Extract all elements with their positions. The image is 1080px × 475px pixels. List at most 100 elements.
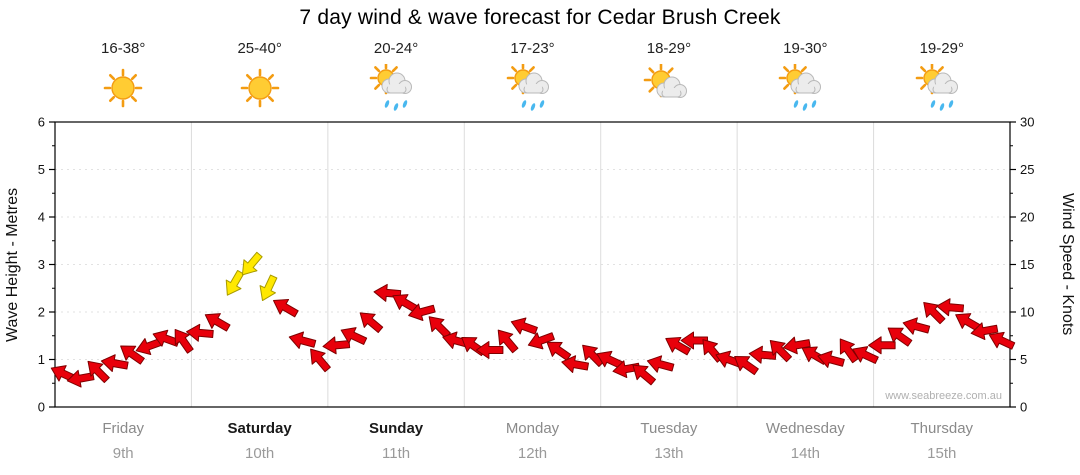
wind-arrow <box>87 360 110 384</box>
left-tick-label: 0 <box>38 400 45 415</box>
sun-ray <box>245 73 252 81</box>
sun-ray <box>667 67 674 74</box>
wind-arrow <box>596 350 623 369</box>
wind-arrow <box>259 274 278 302</box>
wind-arrow <box>936 298 965 317</box>
wind-arrow <box>273 298 299 318</box>
day-date: 11th <box>382 445 411 462</box>
left-tick-label: 1 <box>38 352 45 367</box>
wind-arrow <box>510 317 538 335</box>
wind-arrow <box>288 331 317 349</box>
wind-arrow <box>632 364 657 386</box>
day-name: Saturday <box>227 420 292 437</box>
rain-icon <box>521 100 544 111</box>
right-tick-label: 5 <box>1020 352 1027 367</box>
wind-arrow <box>310 348 331 373</box>
wind-arrow <box>868 336 896 355</box>
wind-arrow <box>340 327 368 345</box>
day-name: Sunday <box>368 420 424 437</box>
wind-arrow <box>120 345 145 365</box>
day-temp: 17-23° <box>510 40 555 57</box>
day-name: Monday <box>505 420 560 437</box>
sun-ray <box>801 66 808 73</box>
cloud-icon <box>656 76 687 98</box>
wind-arrow <box>497 329 519 354</box>
sun-ray <box>783 83 790 90</box>
wind-arrow <box>817 350 845 368</box>
right-tick-label: 10 <box>1020 305 1034 320</box>
sun-ray <box>131 73 138 81</box>
wind-arrow <box>428 316 451 339</box>
day-temp: 19-29° <box>919 40 964 57</box>
sun-ray <box>783 66 790 73</box>
day-temp: 25-40° <box>237 40 282 57</box>
wind-arrow <box>408 303 436 321</box>
sun-ray <box>648 67 655 74</box>
day-name: Friday <box>102 420 145 437</box>
chart-title: 7 day wind & wave forecast for Cedar Bru… <box>299 6 781 29</box>
sun-ray <box>374 83 381 90</box>
sun-ray <box>391 66 398 73</box>
sunny-icon <box>103 68 143 108</box>
sun-ray <box>267 73 274 81</box>
wind-arrow <box>783 336 811 355</box>
cloud-icon <box>790 72 822 94</box>
rain-icon <box>794 100 817 111</box>
wind-arrow <box>322 336 351 355</box>
sunny-icon <box>240 68 279 108</box>
sun-ray <box>510 83 517 90</box>
wind-arrow <box>241 251 263 276</box>
day-weather-icon <box>232 64 288 114</box>
sun-icon <box>247 76 272 100</box>
wind-arrow <box>923 301 946 325</box>
day-temp: 18-29° <box>646 40 692 57</box>
wind-arrow <box>988 331 1016 350</box>
sun-ray <box>374 66 381 73</box>
right-tick-label: 0 <box>1020 400 1027 415</box>
partly-cloudy-icon <box>643 62 687 98</box>
showers-icon <box>779 61 822 111</box>
wind-arrow <box>852 346 879 364</box>
cloud-icon <box>518 72 549 94</box>
wind-arrow <box>373 283 402 302</box>
day-temp: 16-38° <box>101 40 146 57</box>
wind-arrow <box>955 313 981 332</box>
day-date: 9th <box>112 445 134 462</box>
day-date: 10th <box>245 445 275 462</box>
left-tick-label: 3 <box>38 257 45 272</box>
wind-arrow <box>769 339 792 363</box>
sun-ray <box>510 66 517 73</box>
cloud-icon <box>381 72 413 94</box>
sun-ray <box>919 66 927 73</box>
wind-arrow <box>887 327 913 347</box>
day-name: Tuesday <box>640 420 698 437</box>
wind-arrow <box>392 294 419 313</box>
left-tick-label: 2 <box>38 305 45 320</box>
day-weather-icon <box>368 61 424 114</box>
right-tick-label: 25 <box>1020 162 1034 177</box>
sun-ray <box>245 95 252 103</box>
sun-ray <box>267 95 274 103</box>
showers-icon <box>506 61 549 111</box>
wind-arrow <box>546 341 572 361</box>
rain-icon <box>384 100 408 111</box>
showers-icon <box>915 61 958 111</box>
day-date: 12th <box>517 445 548 462</box>
wind-arrow <box>680 331 708 350</box>
day-weather-icon <box>777 61 833 114</box>
cloud-icon <box>927 72 958 94</box>
wind-arrow <box>174 328 194 354</box>
wind-arrow <box>359 312 384 334</box>
showers-icon <box>369 61 413 111</box>
left-tick-label: 6 <box>38 115 45 130</box>
right-tick-label: 20 <box>1020 210 1034 225</box>
wind-arrow <box>527 332 555 350</box>
sun-ray <box>937 66 944 73</box>
day-weather-icon <box>914 61 970 114</box>
wind-arrow <box>646 355 675 373</box>
day-date: 13th <box>654 445 684 462</box>
right-tick-label: 30 <box>1020 115 1034 130</box>
wind-arrow <box>186 323 214 342</box>
rain-icon <box>930 100 954 111</box>
